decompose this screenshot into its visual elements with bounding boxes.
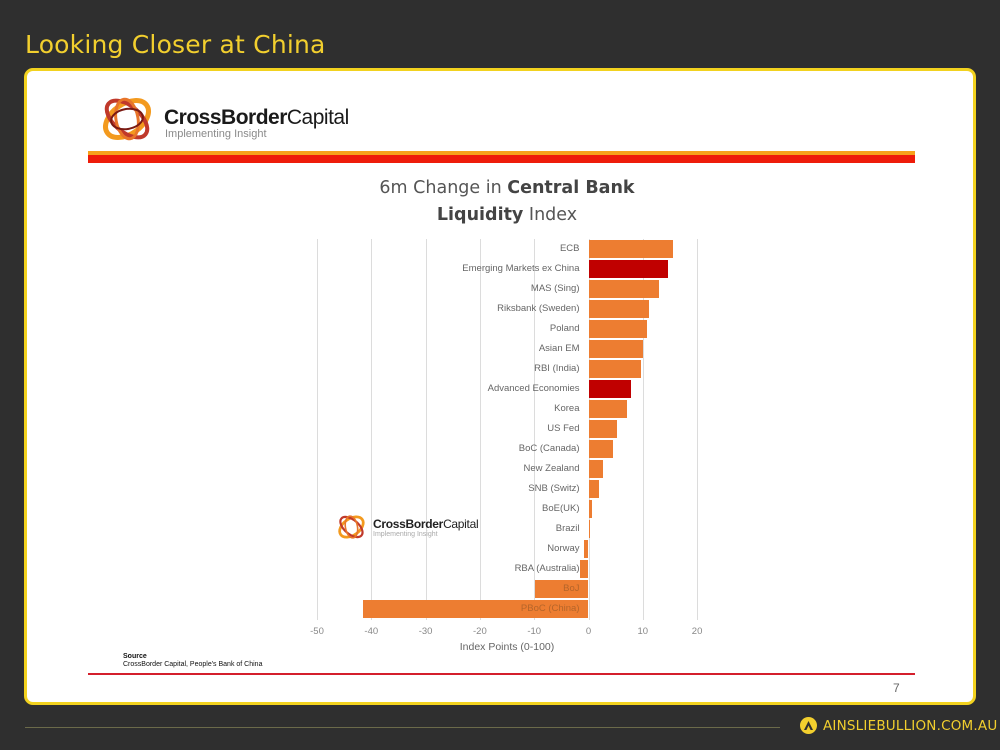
crossborder-logo: CrossBorderCapital Implementing Insight xyxy=(97,88,367,150)
bar xyxy=(588,480,600,498)
bar xyxy=(588,380,631,398)
x-tick-label: -30 xyxy=(418,626,433,637)
category-label: Korea xyxy=(554,403,580,414)
ainslie-brand[interactable]: AINSLIEBULLION.COM.AU xyxy=(800,717,997,734)
gridline xyxy=(479,239,481,620)
category-label: Norway xyxy=(547,543,580,554)
slide-title: Looking Closer at China xyxy=(25,30,326,59)
bar xyxy=(362,600,589,618)
chart-title: 6m Change in Central Bank Liquidity Inde… xyxy=(379,178,635,225)
bar xyxy=(588,320,647,338)
x-axis-label: Index Points (0-100) xyxy=(459,641,555,653)
source-text: CrossBorder Capital, People's Bank of Ch… xyxy=(123,661,263,668)
logo-tagline: Implementing Insight xyxy=(165,128,267,140)
category-label: BoJ xyxy=(563,583,580,594)
bar xyxy=(588,340,643,358)
gridline xyxy=(317,239,318,620)
x-tick-label: 0 xyxy=(585,626,592,637)
gridline xyxy=(697,239,699,620)
logo-wordmark: CrossBorderCapital xyxy=(164,106,349,129)
x-tick-label: -50 xyxy=(310,626,324,637)
watermark-wordmark: CrossBorderCapital xyxy=(373,517,479,531)
category-label: BoC (Canada) xyxy=(518,443,580,454)
bar xyxy=(588,300,650,318)
crossborder-swirl-icon xyxy=(338,515,365,539)
x-tick-label: -20 xyxy=(473,626,487,637)
header-stripe-red xyxy=(88,155,915,163)
category-label: PBoC (China) xyxy=(520,603,580,614)
bar xyxy=(588,280,660,298)
x-tick-label: -40 xyxy=(364,626,379,637)
bar xyxy=(588,460,604,478)
slide-card: CrossBorderCapital Implementing Insight … xyxy=(24,68,976,705)
bar xyxy=(534,580,589,598)
gridline xyxy=(534,239,536,620)
ainslie-logo-icon xyxy=(800,717,817,734)
chart-watermark-logo: CrossBorderCapital Implementing Insight xyxy=(335,508,485,548)
bar xyxy=(588,500,592,518)
x-tick-label: 20 xyxy=(691,626,703,637)
category-label: Advanced Economies xyxy=(487,383,580,394)
category-label: RBI (India) xyxy=(534,363,580,374)
category-label: New Zealand xyxy=(523,463,580,474)
category-label: ECB xyxy=(559,243,580,254)
bar xyxy=(588,420,617,438)
footer-divider xyxy=(25,727,780,728)
bar xyxy=(588,520,591,538)
page-number: 7 xyxy=(893,681,900,695)
gridline xyxy=(371,239,373,620)
bar xyxy=(588,360,642,378)
bar xyxy=(588,440,613,458)
category-label: MAS (Sing) xyxy=(530,283,580,294)
bar xyxy=(588,240,673,258)
category-label: Emerging Markets ex China xyxy=(462,263,580,274)
bar xyxy=(588,260,668,278)
category-label: Asian EM xyxy=(538,343,580,354)
gridline xyxy=(642,239,644,620)
x-tick-label: -10 xyxy=(527,626,542,637)
category-label: Brazil xyxy=(555,523,580,534)
bar xyxy=(588,400,627,418)
x-tick-label: 10 xyxy=(637,626,649,637)
category-label: BoE(UK) xyxy=(542,503,580,514)
watermark-tagline: Implementing Insight xyxy=(373,531,438,538)
category-label: US Fed xyxy=(547,423,580,434)
source-heading: Source xyxy=(123,653,147,660)
crossborder-swirl-icon xyxy=(103,97,151,141)
footer-rule-red xyxy=(88,673,915,675)
category-label: Poland xyxy=(549,323,580,334)
category-label: SNB (Switz) xyxy=(528,483,580,494)
bar xyxy=(584,540,589,558)
header-stripe-orange xyxy=(88,151,915,155)
ainslie-brand-text: AINSLIEBULLION.COM.AU xyxy=(823,717,998,734)
gridline xyxy=(425,239,427,620)
category-label: Riksbank (Sweden) xyxy=(497,303,580,314)
category-label: RBA (Australia) xyxy=(514,563,580,574)
bar xyxy=(579,560,589,578)
